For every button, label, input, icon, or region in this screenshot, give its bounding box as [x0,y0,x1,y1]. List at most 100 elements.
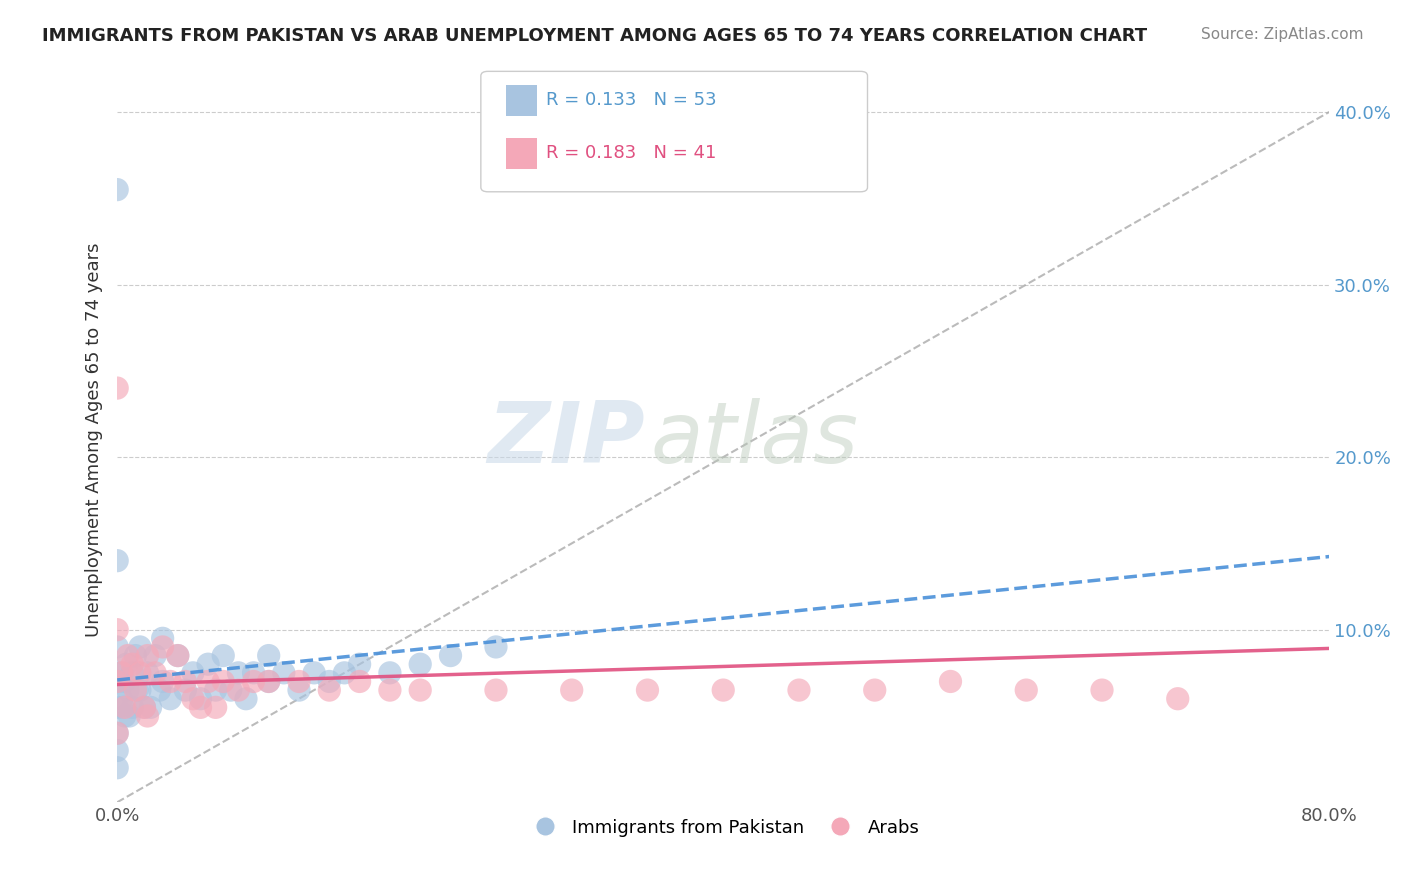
Point [117,683,139,698]
Point [228,665,250,680]
Point [105,640,128,654]
Point [121,700,143,714]
Point [136,648,159,663]
Point [349,657,371,672]
Point [235,691,257,706]
Point [257,674,280,689]
Point [159,691,181,706]
Point [378,683,401,698]
Point [228,683,250,698]
Text: IMMIGRANTS FROM PAKISTAN VS ARAB UNEMPLOYMENT AMONG AGES 65 TO 74 YEARS CORRELAT: IMMIGRANTS FROM PAKISTAN VS ARAB UNEMPLO… [42,27,1147,45]
Point [288,683,311,698]
Point [121,665,143,680]
Point [1015,683,1038,698]
Point [166,648,188,663]
Point [302,665,325,680]
Point [439,648,461,663]
Text: atlas: atlas [651,399,859,482]
Point [134,700,156,714]
Point [242,674,264,689]
Point [1091,683,1114,698]
Point [787,683,810,698]
Point [105,183,128,197]
Point [318,674,340,689]
Point [181,691,204,706]
Point [378,665,401,680]
Point [204,700,226,714]
Point [242,665,264,680]
Point [197,674,219,689]
Point [190,700,212,714]
Point [129,640,152,654]
Point [134,700,156,714]
Point [190,691,212,706]
Point [105,726,128,740]
Point [124,683,146,698]
Point [143,648,166,663]
Point [1167,691,1189,706]
Point [111,665,134,680]
Point [174,683,197,698]
Point [939,674,962,689]
Point [114,700,136,714]
Point [115,657,138,672]
Point [152,674,174,689]
Point [105,623,128,637]
Point [257,674,280,689]
Point [105,674,128,689]
Point [485,683,508,698]
Point [114,709,136,723]
Point [288,674,311,689]
Point [149,683,172,698]
Point [111,665,134,680]
Point [863,683,886,698]
Point [139,700,162,714]
Point [349,674,371,689]
Point [105,743,128,757]
Point [711,683,734,698]
Point [143,665,166,680]
Point [125,683,148,698]
Point [257,648,280,663]
Point [212,674,235,689]
Point [219,683,242,698]
Point [105,674,128,689]
Text: Source: ZipAtlas.com: Source: ZipAtlas.com [1201,27,1364,42]
Legend: Immigrants from Pakistan, Arabs: Immigrants from Pakistan, Arabs [520,812,927,844]
Point [318,683,340,698]
Point [485,640,508,654]
Point [114,674,136,689]
Text: R = 0.183   N = 41: R = 0.183 N = 41 [546,145,716,162]
Point [129,683,152,698]
Point [152,632,174,646]
Point [152,640,174,654]
Point [105,761,128,775]
Point [197,657,219,672]
Point [105,726,128,740]
Point [117,648,139,663]
Point [181,665,204,680]
Point [637,683,659,698]
Point [204,683,226,698]
Point [166,648,188,663]
Point [121,657,143,672]
Point [333,665,356,680]
Y-axis label: Unemployment Among Ages 65 to 74 years: Unemployment Among Ages 65 to 74 years [86,243,103,637]
Point [561,683,583,698]
Point [111,691,134,706]
Point [212,648,235,663]
Point [409,683,432,698]
Point [136,665,159,680]
Text: ZIP: ZIP [486,399,644,482]
Point [273,665,295,680]
Point [124,648,146,663]
Point [105,554,128,568]
Point [118,709,141,723]
Point [129,665,152,680]
Point [174,674,197,689]
Point [159,674,181,689]
Point [112,700,135,714]
Point [105,381,128,395]
Point [136,709,159,723]
Point [409,657,432,672]
